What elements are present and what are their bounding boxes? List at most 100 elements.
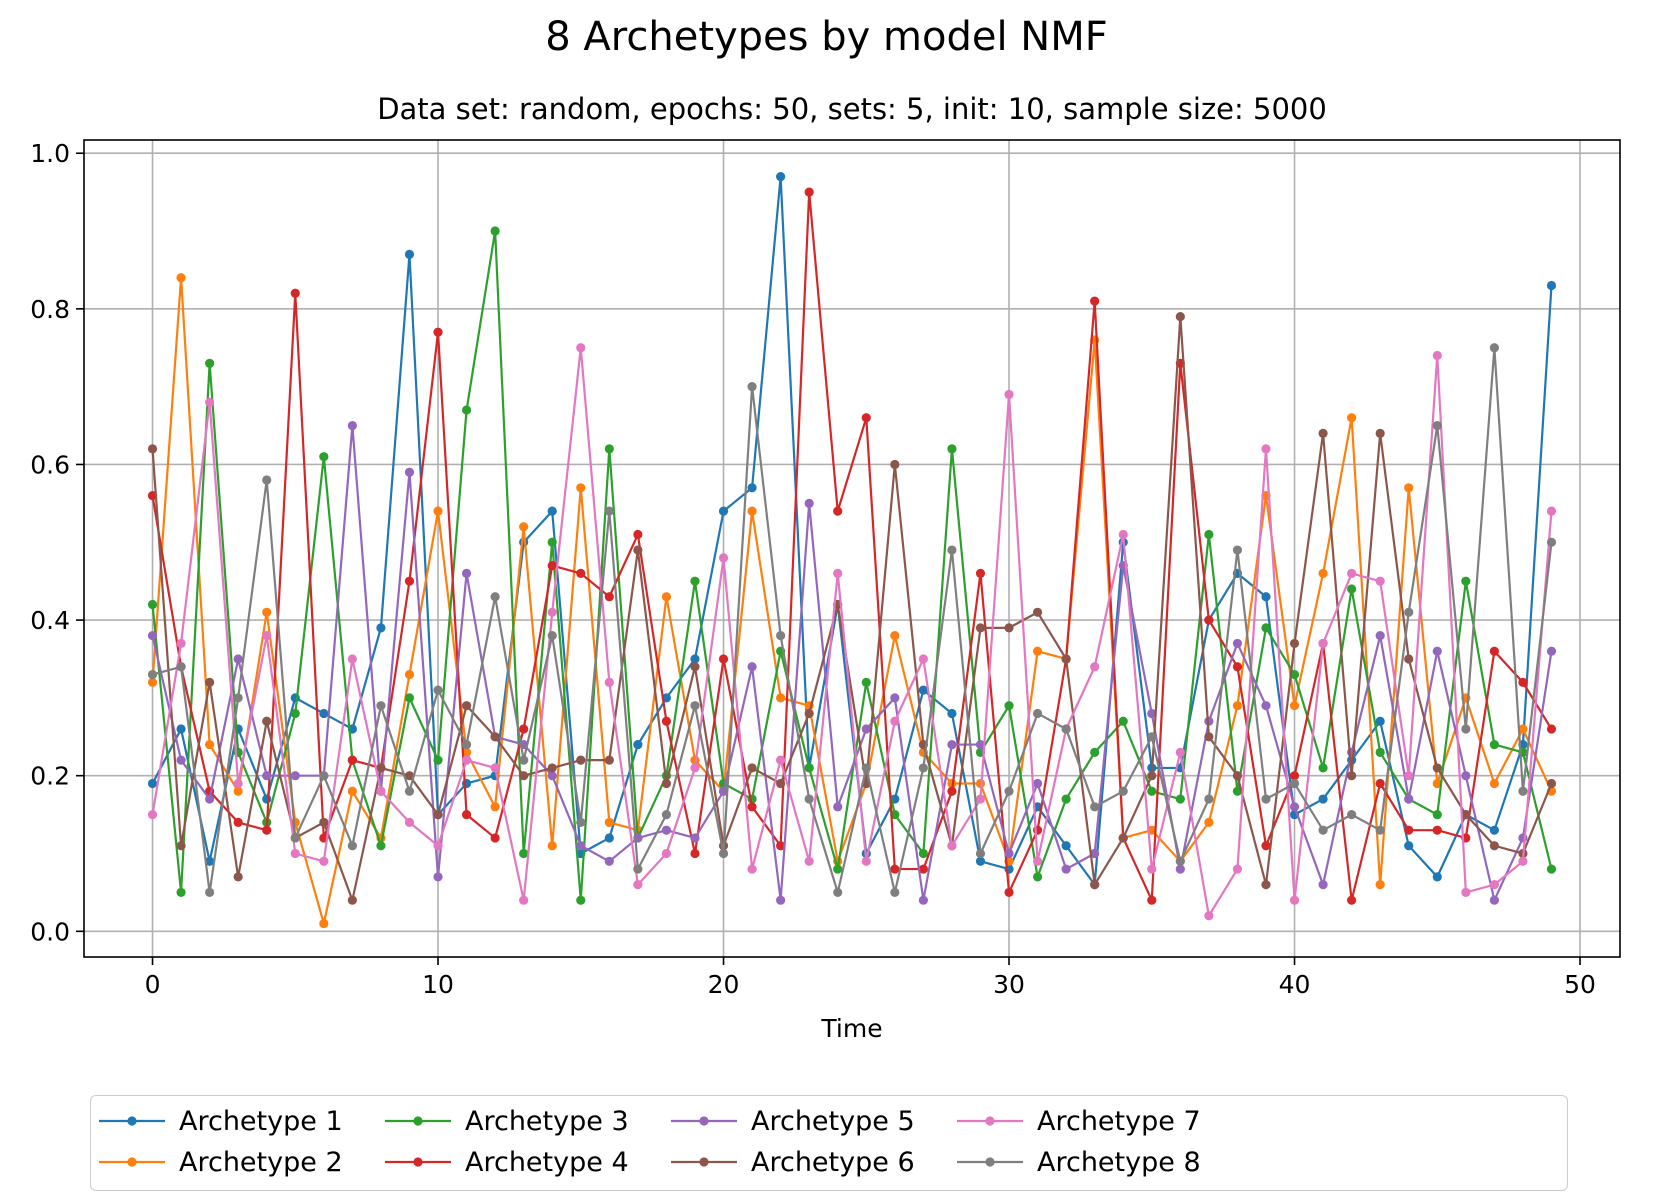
data-point — [433, 872, 443, 882]
data-point — [347, 895, 357, 905]
y-tick-label: 0.6 — [30, 450, 70, 479]
data-point — [1032, 825, 1043, 835]
data-point — [1461, 887, 1471, 898]
data-point — [262, 475, 272, 485]
data-point — [290, 693, 300, 703]
data-point — [747, 763, 757, 773]
data-point — [205, 358, 215, 368]
data-point — [547, 763, 557, 773]
data-point — [1204, 911, 1214, 921]
data-point — [747, 802, 757, 812]
data-point — [233, 693, 243, 703]
data-point — [1318, 794, 1328, 804]
data-point — [1432, 810, 1442, 820]
data-point — [1318, 825, 1328, 835]
data-point — [1461, 810, 1471, 820]
data-point — [404, 771, 415, 781]
data-point — [1175, 864, 1185, 874]
data-point — [1232, 864, 1243, 874]
data-point — [519, 755, 529, 765]
data-point — [1546, 280, 1557, 291]
data-point — [404, 249, 415, 259]
data-point — [1432, 646, 1442, 656]
data-point — [404, 693, 415, 703]
data-point — [975, 739, 986, 750]
data-point — [1489, 895, 1499, 905]
data-point — [176, 887, 186, 898]
data-point — [1061, 724, 1071, 734]
legend: Archetype 1 Archetype 2 Archetype 3 Archety… — [90, 1095, 1568, 1191]
data-point — [661, 778, 672, 789]
data-point — [547, 607, 557, 617]
data-point — [890, 631, 900, 641]
data-point — [262, 716, 272, 726]
data-point — [747, 483, 757, 493]
data-point — [947, 444, 957, 454]
legend-label: Archetype 6 — [751, 1146, 915, 1178]
data-point — [1232, 662, 1243, 672]
data-point — [519, 848, 529, 859]
data-point — [776, 755, 786, 765]
data-point — [861, 724, 871, 734]
legend-label: Archetype 1 — [179, 1105, 343, 1137]
data-point — [1404, 794, 1414, 804]
data-point — [404, 669, 415, 680]
data-point — [690, 662, 700, 672]
data-point — [1261, 794, 1271, 804]
data-point — [604, 833, 614, 843]
data-point — [576, 568, 586, 578]
data-point — [1318, 763, 1328, 773]
data-point — [1489, 880, 1499, 890]
data-point — [918, 763, 928, 773]
data-point — [776, 778, 786, 789]
data-point — [319, 708, 329, 719]
data-point — [890, 693, 900, 703]
x-tick-label: 30 — [993, 970, 1025, 999]
data-point — [861, 677, 871, 687]
data-point — [1518, 677, 1528, 687]
data-point — [433, 755, 443, 765]
data-point — [918, 895, 928, 905]
data-point — [747, 382, 757, 392]
data-point — [890, 887, 900, 898]
data-point — [604, 592, 614, 602]
data-point — [290, 833, 300, 843]
legend-item: Archetype 7 — [955, 1101, 1201, 1141]
series-line — [151, 315, 1553, 902]
legend-swatch — [99, 1116, 165, 1126]
data-point — [347, 755, 357, 765]
data-point — [1118, 529, 1128, 540]
data-point — [1090, 802, 1100, 812]
data-point — [776, 631, 786, 641]
legend-item: Archetype 3 — [383, 1101, 629, 1141]
data-point — [1175, 747, 1185, 757]
series-archetype-8 — [147, 343, 1557, 898]
data-point — [804, 187, 814, 197]
data-point — [633, 529, 643, 540]
data-point — [233, 654, 243, 664]
data-point — [1546, 724, 1557, 734]
legend-label: Archetype 5 — [751, 1105, 915, 1137]
data-point — [1261, 701, 1271, 711]
data-point — [661, 825, 672, 835]
data-point — [376, 763, 386, 773]
data-point — [690, 654, 700, 664]
data-point — [290, 771, 300, 781]
data-point — [1318, 880, 1328, 890]
data-point — [1204, 817, 1214, 827]
data-point — [1489, 778, 1499, 789]
data-point — [404, 817, 415, 827]
data-point — [404, 786, 415, 796]
data-point — [461, 747, 472, 757]
data-point — [576, 755, 586, 765]
data-point — [347, 841, 357, 851]
data-point — [1147, 895, 1157, 905]
data-point — [461, 568, 472, 578]
legend-swatch — [385, 1157, 451, 1167]
data-point — [1375, 716, 1385, 726]
data-point — [718, 848, 729, 859]
data-point — [519, 771, 529, 781]
data-point — [1432, 872, 1442, 882]
data-point — [1546, 537, 1557, 547]
